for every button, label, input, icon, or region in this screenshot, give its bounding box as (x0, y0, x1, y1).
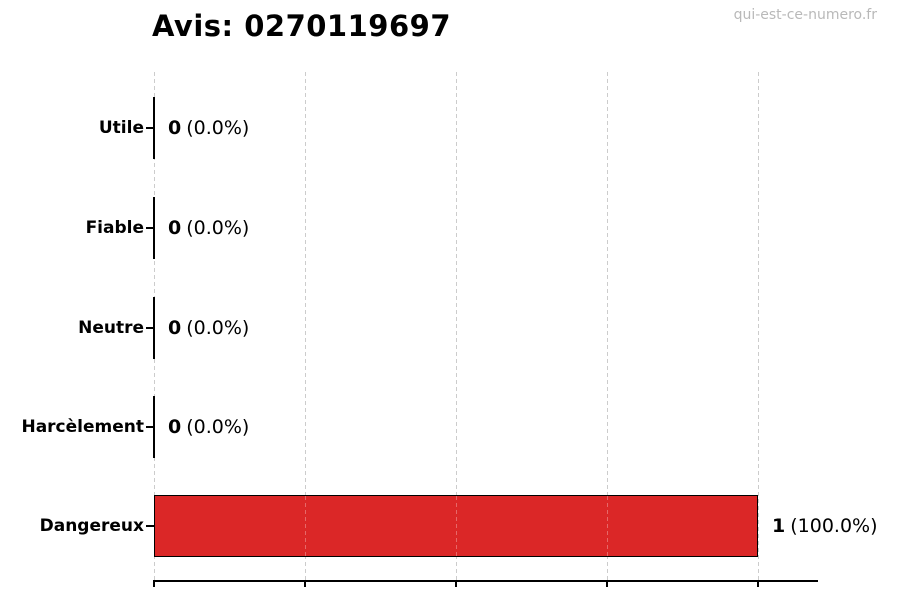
value-percentage: (0.0%) (186, 317, 250, 339)
gridline-overlay (607, 496, 608, 556)
y-tick-mark (146, 327, 154, 329)
category-label: Dangereux (39, 516, 144, 536)
zero-value-bar (153, 197, 155, 259)
value-percentage: (0.0%) (186, 217, 250, 239)
zero-value-bar (153, 297, 155, 359)
value-count: 0 (168, 117, 182, 139)
gridline (758, 72, 759, 580)
value-label: 0 (0.0%) (168, 315, 249, 341)
value-count: 0 (168, 217, 182, 239)
gridline (607, 72, 608, 580)
y-tick-mark (146, 426, 154, 428)
category-label: Harcèlement (21, 417, 144, 437)
gridline (456, 72, 457, 580)
value-label: 0 (0.0%) (168, 115, 249, 141)
value-percentage: (0.0%) (186, 117, 250, 139)
gridline-overlay (305, 496, 306, 556)
gridline-overlay (456, 496, 457, 556)
value-label: 0 (0.0%) (168, 414, 249, 440)
zero-value-bar (153, 97, 155, 159)
value-percentage: (0.0%) (186, 416, 250, 438)
category-label: Neutre (78, 318, 144, 338)
value-label: 0 (0.0%) (168, 215, 249, 241)
zero-value-bar (153, 396, 155, 458)
category-label: Fiable (85, 218, 144, 238)
x-tick-mark (304, 582, 306, 587)
x-tick-mark (153, 582, 155, 587)
category-label: Utile (98, 118, 144, 138)
y-tick-mark (146, 127, 154, 129)
value-count: 1 (772, 515, 786, 537)
bar (154, 495, 758, 557)
gridline (305, 72, 306, 580)
value-label: 1 (100.0%) (772, 513, 878, 539)
value-count: 0 (168, 317, 182, 339)
value-percentage: (100.0%) (790, 515, 878, 537)
y-tick-mark (146, 227, 154, 229)
x-tick-mark (455, 582, 457, 587)
watermark-text: qui-est-ce-numero.fr (733, 7, 877, 23)
chart-title: Avis: 0270119697 (152, 9, 451, 43)
x-tick-mark (757, 582, 759, 587)
x-axis-line (153, 580, 818, 582)
value-count: 0 (168, 416, 182, 438)
y-tick-mark (146, 525, 154, 527)
x-tick-mark (606, 582, 608, 587)
